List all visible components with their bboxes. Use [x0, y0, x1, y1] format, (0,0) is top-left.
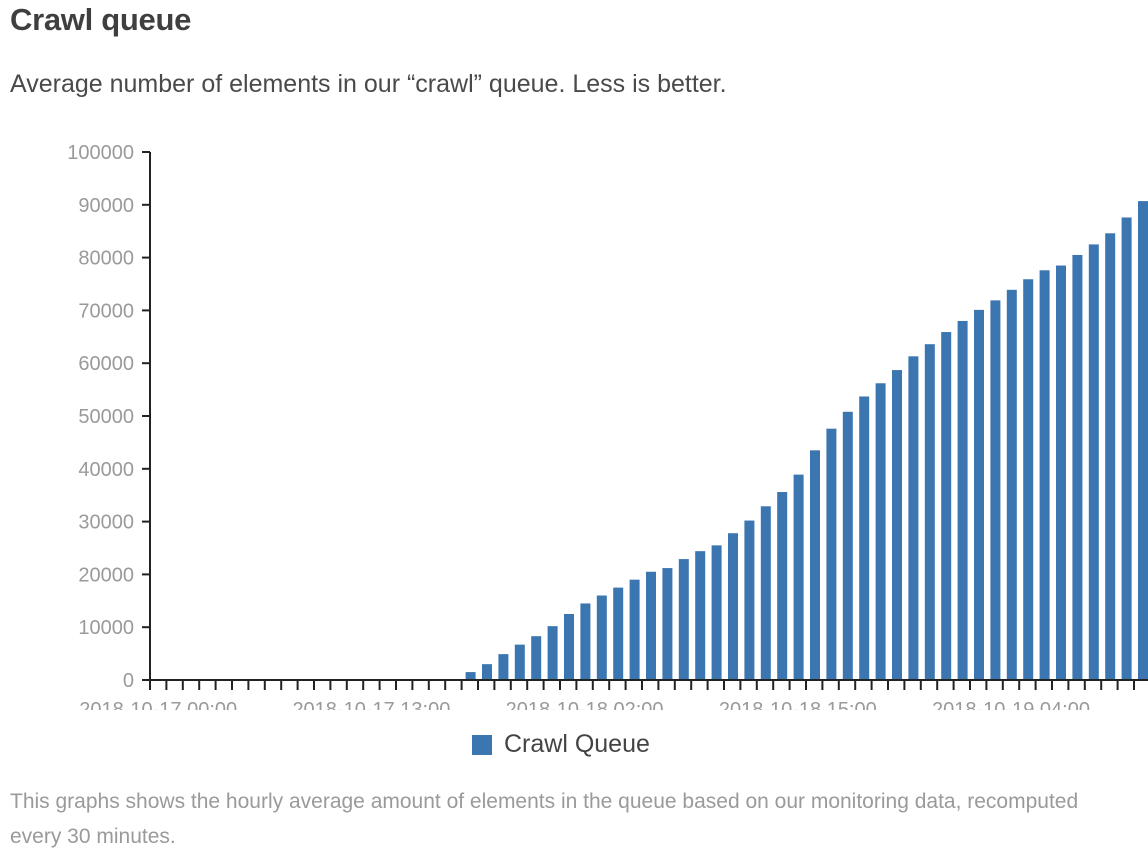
y-tick-label: 100000 [67, 142, 134, 164]
bar [1088, 244, 1099, 680]
bar [678, 559, 689, 680]
bar [842, 411, 853, 680]
bar [1039, 270, 1050, 680]
bar [711, 545, 722, 680]
bar [596, 595, 607, 680]
bar [662, 568, 673, 680]
bar [629, 579, 640, 680]
legend-swatch [472, 734, 492, 755]
bar [974, 309, 984, 680]
bar [793, 474, 804, 680]
bar [859, 396, 870, 680]
bar [1023, 279, 1034, 680]
bar [514, 644, 525, 680]
y-tick-label: 80000 [78, 248, 134, 270]
legend-label: Crawl Queue [504, 730, 650, 758]
bar [810, 450, 820, 680]
y-tick-label: 60000 [78, 353, 134, 375]
y-tick-label: 90000 [78, 195, 134, 217]
bar [875, 383, 886, 680]
x-tick-label: 2018-10-18 02:00 [506, 699, 664, 710]
bars-group [465, 201, 1148, 681]
y-tick-label: 50000 [78, 406, 134, 428]
legend: Crawl Queue [472, 730, 650, 759]
bar [990, 300, 1001, 680]
x-tick-label: 2018-10-17 00:00 [79, 699, 237, 710]
x-axis: 2018-10-17 00:00 2018-10-17 13:00 2018-10-… [79, 679, 1148, 710]
bar [1105, 233, 1116, 680]
y-tick-label: 40000 [78, 459, 134, 481]
bar [1138, 201, 1148, 680]
bar [728, 533, 738, 680]
y-tick-label: 10000 [78, 617, 134, 639]
bar [482, 664, 492, 680]
bar [531, 636, 542, 680]
bar [498, 654, 509, 680]
y-tick-label: 30000 [78, 512, 134, 534]
bar [1056, 265, 1066, 680]
x-tick-label: 2018-10-17 13:00 [292, 699, 450, 710]
bar [580, 603, 591, 680]
bar [465, 672, 476, 680]
bar [957, 320, 968, 680]
bar [941, 332, 952, 680]
bar [760, 506, 771, 680]
y-tick-label: 20000 [78, 564, 134, 586]
footnote: This graphs shows the hourly average amo… [10, 790, 1079, 848]
x-tick-label: 2018-10-19 04:00 [932, 699, 1090, 710]
page-title: Crawl queue [10, 2, 192, 37]
crawl-queue-bar-chart: 0 10000 20000 30000 40000 50000 60000 70000 8000… [67, 142, 1148, 710]
bar [564, 614, 574, 680]
x-tick-label: 2018-10-18 15:00 [719, 699, 877, 710]
bar [777, 492, 788, 680]
bar [1121, 217, 1132, 681]
bar [1072, 254, 1083, 680]
y-axis: 0 10000 20000 30000 40000 50000 60000 70000 8000… [67, 142, 151, 692]
y-tick-label: 0 [123, 670, 134, 692]
bar [1006, 289, 1017, 680]
y-tick-label: 70000 [78, 300, 134, 322]
bar [908, 356, 919, 680]
bar [892, 370, 902, 680]
bar [547, 626, 558, 680]
bar [744, 520, 755, 680]
bar [613, 587, 624, 680]
bar [924, 344, 935, 680]
bar [695, 551, 706, 680]
page-subtitle: Average number of elements in our “crawl… [10, 70, 727, 98]
bar [646, 571, 656, 680]
bar [826, 428, 837, 680]
